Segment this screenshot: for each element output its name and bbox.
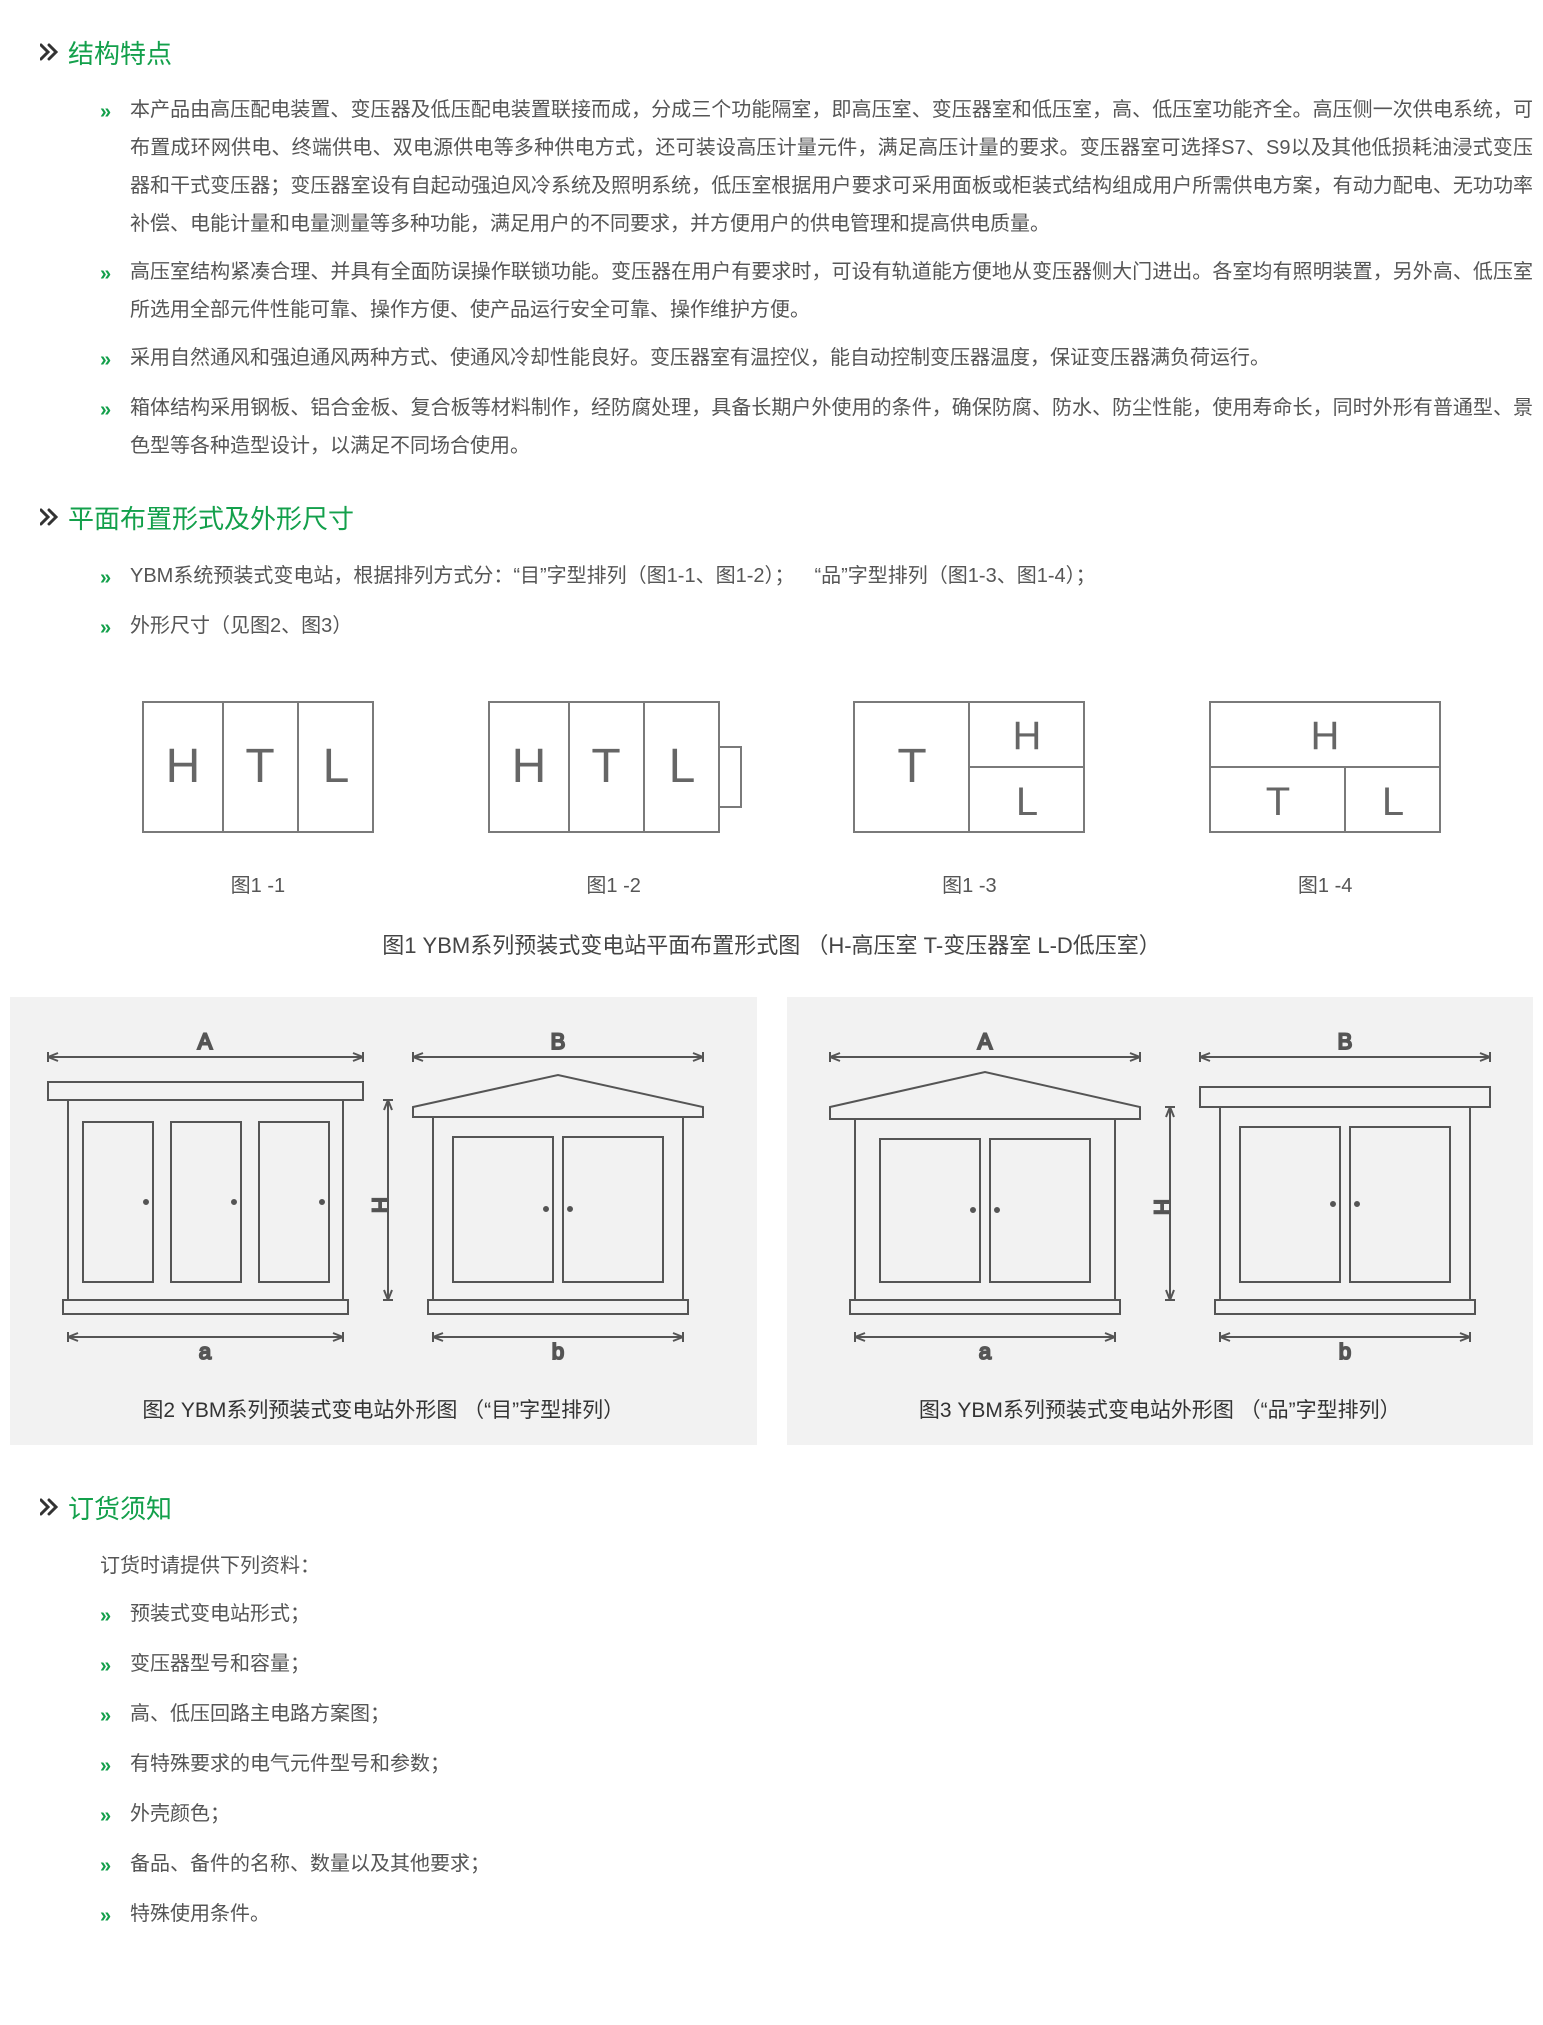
svg-text:B: B — [1337, 1029, 1352, 1054]
chevron-icon: » — [100, 253, 130, 329]
drawing-caption: 图3 YBM系列预装式变电站外形图 （“品”字型排列） — [807, 1391, 1514, 1431]
figure-1-1: H T L 图1 -1 — [100, 687, 416, 905]
svg-text:T: T — [898, 740, 927, 793]
bullet-text: 备品、备件的名称、数量以及其他要求； — [130, 1845, 1543, 1885]
chevron-icon: » — [100, 91, 130, 243]
bullet-text: 高压室结构紧凑合理、并具有全面防误操作联锁功能。变压器在用户有要求时，可设有轨道… — [130, 253, 1543, 329]
bullet-text: 箱体结构采用钢板、铝合金板、复合板等材料制作，经防腐处理，具备长期户外使用的条件… — [130, 389, 1543, 465]
svg-text:T: T — [591, 740, 620, 793]
drawing-2-panel: A — [10, 997, 757, 1446]
order-intro: 订货时请提供下列资料： — [100, 1547, 1543, 1585]
svg-text:T: T — [1266, 780, 1290, 824]
bullet-item: » YBM系统预装式变电站，根据排列方式分：“目”字型排列（图1-1、图1-2）… — [100, 557, 1543, 597]
chevron-icon — [40, 1491, 68, 1529]
svg-text:a: a — [979, 1339, 992, 1364]
svg-text:L: L — [1382, 780, 1404, 824]
svg-text:L: L — [1016, 780, 1038, 824]
bullet-item: » 本产品由高压配电装置、变压器及低压配电装置联接而成，分成三个功能隔室，即高压… — [100, 91, 1543, 243]
bullet-text: 高、低压回路主电路方案图； — [130, 1695, 1543, 1735]
elevation-drawings-row: A — [0, 997, 1543, 1446]
bullet-list: » 本产品由高压配电装置、变压器及低压配电装置联接而成，分成三个功能隔室，即高压… — [0, 91, 1543, 465]
bullet-item: »变压器型号和容量； — [100, 1645, 1543, 1685]
drawing-3-panel: A a B — [787, 997, 1534, 1446]
heading-row: 平面布置形式及外形尺寸 — [0, 495, 1543, 544]
figure-label: 图1 -2 — [456, 867, 772, 905]
section-layout: 平面布置形式及外形尺寸 » YBM系统预装式变电站，根据排列方式分：“目”字型排… — [0, 495, 1543, 1445]
chevron-icon: » — [100, 1645, 130, 1685]
bullet-item: »特殊使用条件。 — [100, 1895, 1543, 1935]
svg-text:H: H — [166, 740, 201, 793]
svg-text:H: H — [1311, 714, 1340, 758]
svg-text:H: H — [1013, 714, 1042, 758]
svg-text:A: A — [977, 1029, 992, 1054]
svg-text:A: A — [198, 1029, 213, 1054]
bullet-text: 预装式变电站形式； — [130, 1595, 1543, 1635]
heading-row: 订货须知 — [0, 1485, 1543, 1534]
chevron-icon: » — [100, 607, 130, 647]
plan-diagram: H T L — [100, 687, 416, 847]
chevron-icon: » — [100, 1595, 130, 1635]
figure-label: 图1 -3 — [812, 867, 1128, 905]
plan-diagram: H T L — [1167, 687, 1483, 847]
bullet-item: » 高压室结构紧凑合理、并具有全面防误操作联锁功能。变压器在用户有要求时，可设有… — [100, 253, 1543, 329]
bullet-text: 特殊使用条件。 — [130, 1895, 1543, 1935]
chevron-icon: » — [100, 1745, 130, 1785]
svg-text:H: H — [511, 740, 546, 793]
bullet-text: YBM系统预装式变电站，根据排列方式分：“目”字型排列（图1-1、图1-2）； … — [130, 557, 1543, 597]
heading-row: 结构特点 — [0, 30, 1543, 79]
svg-text:b: b — [1339, 1339, 1351, 1364]
svg-text:L: L — [668, 740, 695, 793]
bullet-item: » 外形尺寸（见图2、图3） — [100, 607, 1543, 647]
bullet-text: 外形尺寸（见图2、图3） — [130, 607, 1543, 647]
plan-diagram: T H L — [812, 687, 1128, 847]
bullet-item: »有特殊要求的电气元件型号和参数； — [100, 1745, 1543, 1785]
svg-text:B: B — [551, 1029, 566, 1054]
svg-text:L: L — [323, 740, 350, 793]
svg-text:a: a — [199, 1339, 212, 1364]
section-structure: 结构特点 » 本产品由高压配电装置、变压器及低压配电装置联接而成，分成三个功能隔… — [0, 30, 1543, 465]
figure-label: 图1 -1 — [100, 867, 416, 905]
plan-figures-row: H T L 图1 -1 H T L — [0, 657, 1543, 915]
heading-structure: 结构特点 — [68, 30, 172, 79]
plan-diagram: H T L — [456, 687, 772, 847]
svg-text:b: b — [552, 1339, 564, 1364]
figure-1-4: H T L 图1 -4 — [1167, 687, 1483, 905]
heading-order: 订货须知 — [68, 1485, 172, 1534]
bullet-item: » 箱体结构采用钢板、铝合金板、复合板等材料制作，经防腐处理，具备长期户外使用的… — [100, 389, 1543, 465]
chevron-icon: » — [100, 1845, 130, 1885]
svg-text:H: H — [368, 1197, 393, 1213]
drawing-caption: 图2 YBM系列预装式变电站外形图 （“目”字型排列） — [30, 1391, 737, 1431]
bullet-item: »备品、备件的名称、数量以及其他要求； — [100, 1845, 1543, 1885]
chevron-icon — [40, 501, 68, 539]
figure-1-2: H T L 图1 -2 — [456, 687, 772, 905]
bullet-item: »外壳颜色； — [100, 1795, 1543, 1835]
heading-layout: 平面布置形式及外形尺寸 — [68, 495, 354, 544]
bullet-text: 外壳颜色； — [130, 1795, 1543, 1835]
chevron-icon: » — [100, 1695, 130, 1735]
bullet-item: »高、低压回路主电路方案图； — [100, 1695, 1543, 1735]
figure1-caption: 图1 YBM系列预装式变电站平面布置形式图 （H-高压室 T-变压器室 L-D低… — [0, 925, 1543, 967]
elevation-drawing: A a B — [807, 1017, 1514, 1377]
elevation-drawing: A — [30, 1017, 737, 1377]
bullet-text: 变压器型号和容量； — [130, 1645, 1543, 1685]
section-order: 订货须知 订货时请提供下列资料： »预装式变电站形式； »变压器型号和容量； »… — [0, 1485, 1543, 1934]
bullet-text: 本产品由高压配电装置、变压器及低压配电装置联接而成，分成三个功能隔室，即高压室、… — [130, 91, 1543, 243]
chevron-icon: » — [100, 339, 130, 379]
bullet-text: 有特殊要求的电气元件型号和参数； — [130, 1745, 1543, 1785]
chevron-icon — [40, 36, 68, 74]
figure-1-3: T H L 图1 -3 — [812, 687, 1128, 905]
svg-text:T: T — [245, 740, 274, 793]
bullet-item: »预装式变电站形式； — [100, 1595, 1543, 1635]
chevron-icon: » — [100, 557, 130, 597]
bullet-list: 订货时请提供下列资料： »预装式变电站形式； »变压器型号和容量； »高、低压回… — [0, 1547, 1543, 1935]
chevron-icon: » — [100, 1795, 130, 1835]
chevron-icon: » — [100, 1895, 130, 1935]
bullet-list: » YBM系统预装式变电站，根据排列方式分：“目”字型排列（图1-1、图1-2）… — [0, 557, 1543, 647]
bullet-item: » 采用自然通风和强迫通风两种方式、使通风冷却性能良好。变压器室有温控仪，能自动… — [100, 339, 1543, 379]
bullet-text: 采用自然通风和强迫通风两种方式、使通风冷却性能良好。变压器室有温控仪，能自动控制… — [130, 339, 1543, 379]
chevron-icon: » — [100, 389, 130, 465]
svg-text:H: H — [1150, 1199, 1175, 1215]
figure-label: 图1 -4 — [1167, 867, 1483, 905]
